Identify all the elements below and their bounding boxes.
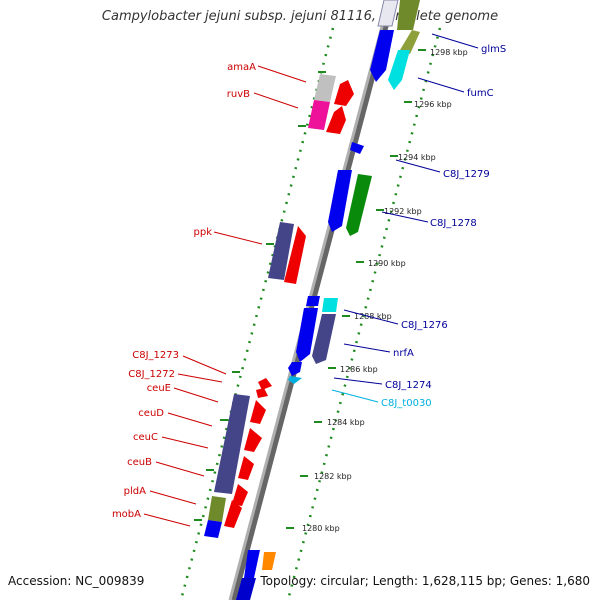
- gene-label: C8J_t0030: [381, 398, 432, 409]
- accession-text: Accession: NC_009839: [8, 574, 145, 588]
- gene-box: [400, 30, 420, 54]
- gene-label: ceuD: [138, 408, 164, 419]
- gene-box: [232, 484, 248, 506]
- genome-summary-text: Topology: circular; Length: 1,628,115 bp…: [260, 574, 590, 588]
- gene-box: [326, 106, 346, 134]
- gene-pldA: [224, 500, 242, 528]
- gene-label: C8J_1273: [132, 350, 179, 361]
- gene-C8J_1272: [256, 388, 268, 398]
- gene-C8J_1278: [346, 174, 372, 236]
- gene-label: C8J_1272: [128, 369, 175, 380]
- gene-label: nrfA: [393, 348, 414, 359]
- gene-label: C8J_1278: [430, 218, 477, 229]
- gene-nrfA: [312, 314, 336, 364]
- reverse-strand-genes: [236, 0, 420, 600]
- kbp-label: 1296 kbp: [414, 100, 452, 109]
- gene-C8J_t0030: [288, 376, 302, 384]
- gene-box: [370, 30, 394, 82]
- kbp-label: 1286 kbp: [340, 365, 378, 374]
- gene-box: [204, 520, 222, 538]
- gene-ceuB: [238, 456, 254, 480]
- gene-ruvB: [308, 100, 330, 130]
- right-gene-labels: glmS fumC C8J_1279 C8J_1278 C8J_1276 nrf…: [385, 44, 506, 391]
- left-leader-lines: [143, 65, 307, 527]
- gene-mobA: [208, 496, 226, 522]
- kbp-label: 1284 kbp: [327, 418, 365, 427]
- gene-label: glmS: [481, 44, 506, 55]
- gene-ceuC: [244, 428, 262, 452]
- rna-leader-line: [331, 389, 379, 403]
- gene-label: ppk: [194, 227, 213, 238]
- gene-box: [334, 80, 354, 106]
- gene-C8J_1276: [296, 308, 318, 362]
- gene-box: [268, 222, 294, 280]
- gene-C8J_1279: [328, 170, 352, 232]
- gene-amaA: [314, 74, 336, 102]
- gene-label: C8J_1274: [385, 380, 432, 391]
- gene-box: [236, 578, 256, 600]
- gene-box: [322, 298, 338, 312]
- gene-fumC: [388, 50, 410, 90]
- gene-C8J_1273: [258, 378, 272, 390]
- gene-box: [377, 0, 399, 27]
- kbp-label: 1288 kbp: [354, 312, 392, 321]
- gene-ppk: [284, 226, 306, 284]
- gene-ceuD: [250, 400, 266, 424]
- kbp-label: 1290 kbp: [368, 259, 406, 268]
- right-leader-lines: [333, 33, 479, 385]
- forward-strand-genes: [204, 74, 354, 538]
- gene-box: [262, 552, 276, 570]
- gene-label: amaA: [227, 62, 256, 73]
- left-ruler-ticks: [194, 71, 326, 521]
- gene-glmS: [397, 0, 420, 30]
- gene-label: mobA: [112, 509, 141, 520]
- kbp-label: 1294 kbp: [398, 153, 436, 162]
- gene-label: ruvB: [227, 89, 250, 100]
- kbp-label: 1298 kbp: [430, 48, 468, 57]
- kbp-label: 1292 kbp: [384, 207, 422, 216]
- gene-box: [244, 550, 260, 578]
- gene-ceuE: [214, 394, 250, 494]
- gene-box: [306, 296, 320, 306]
- gene-label: fumC: [467, 88, 494, 99]
- gene-label: pldA: [124, 486, 146, 497]
- gene-small: [350, 142, 364, 154]
- gene-label: C8J_1279: [443, 169, 490, 180]
- gene-C8J_1274: [288, 362, 302, 376]
- kbp-label: 1280 kbp: [302, 524, 340, 533]
- gene-label: ceuB: [127, 457, 152, 468]
- ruler-ticks: [286, 49, 426, 529]
- left-gene-labels: amaA ruvB ppk C8J_1273 C8J_1272 ceuE ceu…: [112, 62, 256, 520]
- gene-label: ceuE: [147, 383, 171, 394]
- kbp-label: 1282 kbp: [314, 472, 352, 481]
- gene-label: C8J_1276: [401, 320, 448, 331]
- gene-label: ceuC: [133, 432, 158, 443]
